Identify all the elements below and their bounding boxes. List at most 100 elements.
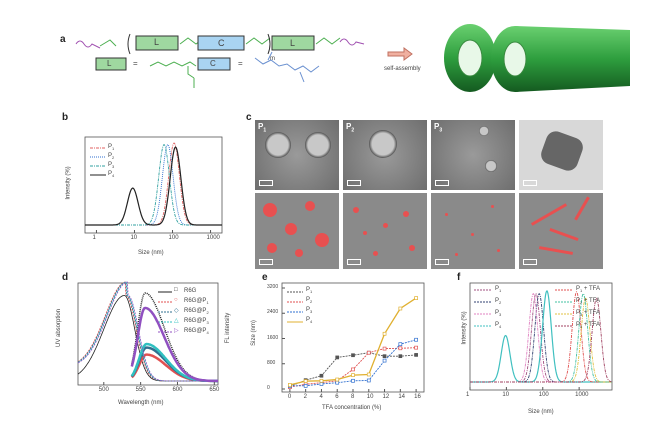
- y-axis-label-b: Intensity (%): [65, 166, 72, 200]
- data-point-e: [398, 342, 403, 347]
- legend-label-f-1: P1: [495, 286, 502, 294]
- data-point-e: [414, 337, 418, 342]
- data-point-e: [398, 306, 403, 311]
- x-tick-label: 10: [130, 235, 138, 241]
- y-axis-label-d: UV absorption: [56, 308, 63, 348]
- fluorescent-particle: [471, 233, 474, 236]
- x-tick-label: 100: [538, 392, 549, 398]
- legend-label-d-3: R6G@P2: [184, 308, 209, 316]
- legend-label-b-3: P3: [108, 162, 115, 170]
- legend-marker-d: ◇: [174, 308, 179, 314]
- x-axis-label-d: Wavelength (nm): [118, 400, 164, 406]
- fluorescence-image-4: [519, 193, 603, 269]
- urea-2: [245, 37, 271, 45]
- fluorescent-particle: [295, 249, 303, 257]
- panel-label-e: e: [262, 272, 268, 283]
- x-tick-label: 600: [172, 387, 183, 393]
- series-line-b-3: [85, 144, 222, 226]
- data-point-e: [398, 346, 403, 351]
- x-tick-label: 8: [351, 394, 355, 400]
- legend-label-f-6: P2 + TFA: [576, 298, 600, 306]
- vesicle: [305, 132, 331, 158]
- block-C-text: C: [218, 38, 225, 48]
- x-axis-label-b: Size (nm): [138, 250, 164, 256]
- vesicle: [369, 130, 397, 158]
- block-L-2: [271, 35, 315, 51]
- x-tick-label: 2: [303, 394, 307, 400]
- data-point-e: [414, 296, 418, 300]
- fluorescent-particle: [267, 243, 277, 253]
- peg-left: [75, 40, 101, 49]
- legend-marker-d: ▷: [174, 328, 179, 334]
- block-L-text: L: [154, 37, 160, 47]
- scale-bar: [523, 259, 537, 265]
- legend-C-text: C: [210, 59, 216, 68]
- fluorescent-particle: [409, 245, 415, 251]
- block-L2-text: L: [290, 38, 296, 48]
- plot-frame-d: [77, 282, 219, 386]
- data-point-e: [319, 382, 324, 386]
- equals-1: =: [133, 59, 138, 68]
- data-point-e: [303, 379, 308, 383]
- legend-label-d-5: R6G@P4: [184, 328, 209, 336]
- y-tick-label: 2400: [267, 309, 279, 316]
- legend-label-b-1: P1: [108, 144, 115, 152]
- x-tick-label: 6: [335, 394, 339, 400]
- fluorescent-particle: [285, 223, 297, 235]
- y-tick-label: 800: [267, 359, 276, 366]
- x-tick-label: 500: [98, 387, 109, 393]
- data-point-e: [366, 350, 371, 355]
- series-line-f-4: [470, 290, 612, 383]
- data-point-e: [335, 380, 340, 385]
- panel-label-a: a: [60, 34, 66, 45]
- x-tick-label: 4: [319, 394, 323, 400]
- data-point-e: [335, 377, 340, 382]
- legend-marker-d: □: [174, 287, 178, 293]
- y-axis-label-f: Intensity (%): [461, 311, 468, 345]
- plot-frame-b: [84, 136, 223, 234]
- data-point-e: [351, 378, 355, 383]
- tem-label-3: P3: [434, 122, 443, 134]
- data-point-e: [351, 373, 355, 377]
- data-point-e: [366, 372, 371, 377]
- panel-label-c: c: [246, 112, 252, 123]
- series-line-e-3: [289, 339, 417, 387]
- y-axis-label-e: Size (nm): [250, 320, 257, 346]
- y-tick-label: 3200: [267, 284, 279, 290]
- x-tick-label: 14: [398, 394, 406, 400]
- fluorescent-particle: [363, 231, 367, 235]
- x-tick-label: 650: [209, 387, 220, 393]
- uv-absorption-5: [77, 281, 218, 382]
- tem-image-1: P1: [255, 120, 339, 190]
- tem-image-3: P3: [431, 120, 515, 190]
- panel-label-f: f: [457, 272, 461, 283]
- legend-marker-d: ○: [174, 297, 178, 303]
- x-axis-label-e: TFA concentration (%): [322, 405, 382, 411]
- x-tick-label: 1: [466, 392, 470, 398]
- structure-C: [254, 51, 320, 83]
- scale-bar: [347, 180, 361, 186]
- vesicle: [479, 126, 489, 136]
- legend-label-e-3: P3: [306, 307, 313, 315]
- scale-bar: [523, 180, 537, 186]
- scale-bar: [347, 259, 361, 265]
- carbamate-right: [315, 37, 341, 45]
- nanotube-hole: [503, 41, 527, 77]
- x-tick-label: 1000: [206, 235, 220, 241]
- x-tick-label: 100: [168, 235, 179, 241]
- legend-label-d-4: R6G@P3: [184, 318, 209, 326]
- scale-bar: [435, 180, 449, 186]
- fluorescent-particle: [403, 211, 409, 217]
- legend-label-f-2: P2: [495, 298, 502, 306]
- data-point-e: [319, 378, 324, 383]
- panel-label-d: d: [62, 272, 69, 283]
- legend-block-L: [95, 57, 127, 71]
- legend-label-f-3: P3: [495, 310, 502, 318]
- legend-label-b-4: P4: [108, 171, 115, 179]
- x-tick-label: 0: [287, 394, 292, 400]
- tem-image-2: P2: [343, 120, 427, 190]
- vesicle: [265, 132, 291, 158]
- legend-label-d-2: R6G@P1: [184, 298, 209, 306]
